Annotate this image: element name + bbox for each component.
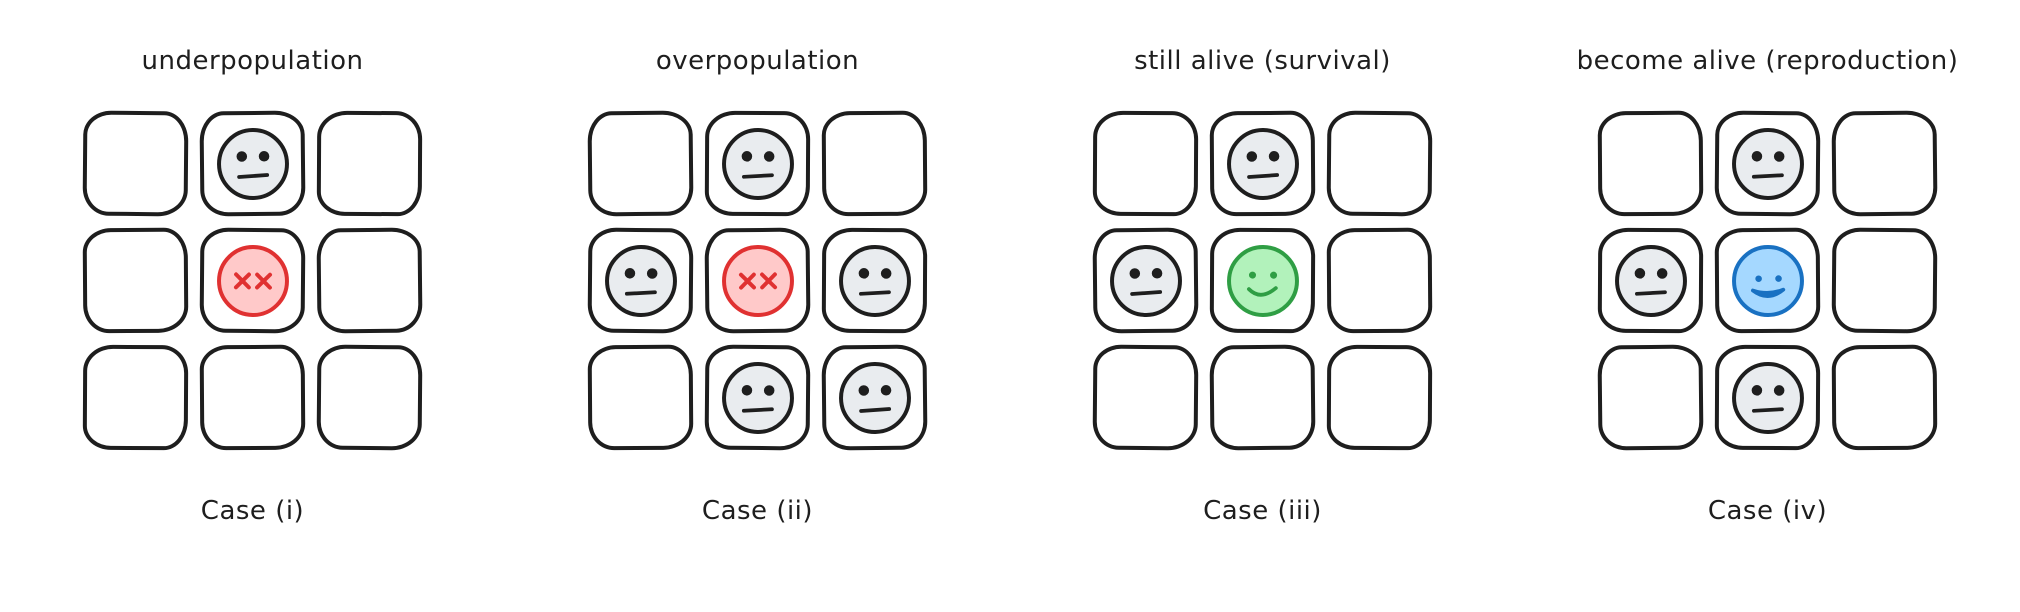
grid-cell-empty (316, 110, 423, 217)
panels-row: underpopulation Case (i) overpopulation … (0, 46, 2020, 527)
grid-cell-empty (1209, 344, 1316, 451)
panel-survival: still alive (survival) Case (iii) (1010, 46, 1515, 527)
neutral-face-icon (721, 127, 794, 200)
neutral-face-icon (1614, 244, 1687, 317)
neutral-face-icon (1731, 127, 1804, 200)
grid-cell-empty (199, 344, 306, 451)
panel-underpopulation: underpopulation Case (i) (0, 46, 505, 527)
neutral-face-icon (1226, 127, 1299, 200)
panel-reproduction: become alive (reproduction) Case (iv) (1515, 46, 2020, 527)
grid-cell-empty (1326, 344, 1433, 451)
neutral-face-icon (838, 361, 911, 434)
grid-cell-survivor (1209, 227, 1316, 334)
open-smile-face-icon (1731, 244, 1804, 317)
grid-cell-empty (82, 110, 189, 217)
panel-caption: Case (ii) (701, 496, 814, 527)
grid-cell-empty (82, 344, 189, 451)
panel-caption: Case (i) (200, 496, 305, 527)
grid-cell-empty (1326, 227, 1433, 334)
grid-cell-alive (1597, 227, 1704, 334)
grid-cell-born (1714, 227, 1821, 334)
grid-cell-empty (82, 227, 189, 334)
grid-cell-empty (316, 344, 423, 451)
panel-grid (1092, 110, 1433, 451)
grid-cell-empty (821, 110, 928, 217)
panel-overpopulation: overpopulation Case (ii) (505, 46, 1010, 527)
neutral-face-icon (838, 244, 911, 317)
grid-cell-alive (704, 110, 811, 217)
smiling-face-icon (1226, 244, 1299, 317)
grid-cell-empty (1831, 110, 1938, 217)
grid-cell-empty (1597, 110, 1704, 217)
grid-cell-empty (1092, 344, 1199, 451)
grid-cell-alive (587, 227, 694, 334)
grid-cell-alive (1714, 110, 1821, 217)
grid-cell-empty (1597, 344, 1704, 451)
panel-grid (587, 110, 928, 451)
grid-cell-alive (821, 344, 928, 451)
grid-cell-empty (1092, 110, 1199, 217)
grid-cell-empty (316, 227, 423, 334)
grid-cell-alive (1092, 227, 1199, 334)
panel-title: underpopulation (141, 46, 364, 76)
grid-cell-alive (821, 227, 928, 334)
grid-cell-empty (587, 344, 694, 451)
panel-caption: Case (iv) (1707, 496, 1828, 527)
grid-cell-empty (1831, 344, 1938, 451)
dead-face-icon (216, 244, 289, 317)
grid-cell-empty (587, 110, 694, 217)
dead-face-icon (721, 244, 794, 317)
neutral-face-icon (604, 244, 677, 317)
grid-cell-dead (199, 227, 306, 334)
grid-cell-alive (1714, 344, 1821, 451)
grid-cell-dead (704, 227, 811, 334)
grid-cell-empty (1831, 227, 1938, 334)
panel-caption: Case (iii) (1203, 496, 1322, 527)
neutral-face-icon (1109, 244, 1182, 317)
grid-cell-empty (1326, 110, 1433, 217)
grid-cell-alive (199, 110, 306, 217)
neutral-face-icon (1731, 361, 1804, 434)
panel-title: become alive (reproduction) (1576, 46, 1959, 76)
neutral-face-icon (216, 127, 289, 200)
neutral-face-icon (721, 361, 794, 434)
panel-grid (1597, 110, 1938, 451)
grid-cell-alive (704, 344, 811, 451)
panel-title: overpopulation (655, 46, 860, 76)
panel-grid (82, 110, 423, 451)
grid-cell-alive (1209, 110, 1316, 217)
panel-title: still alive (survival) (1134, 46, 1391, 76)
